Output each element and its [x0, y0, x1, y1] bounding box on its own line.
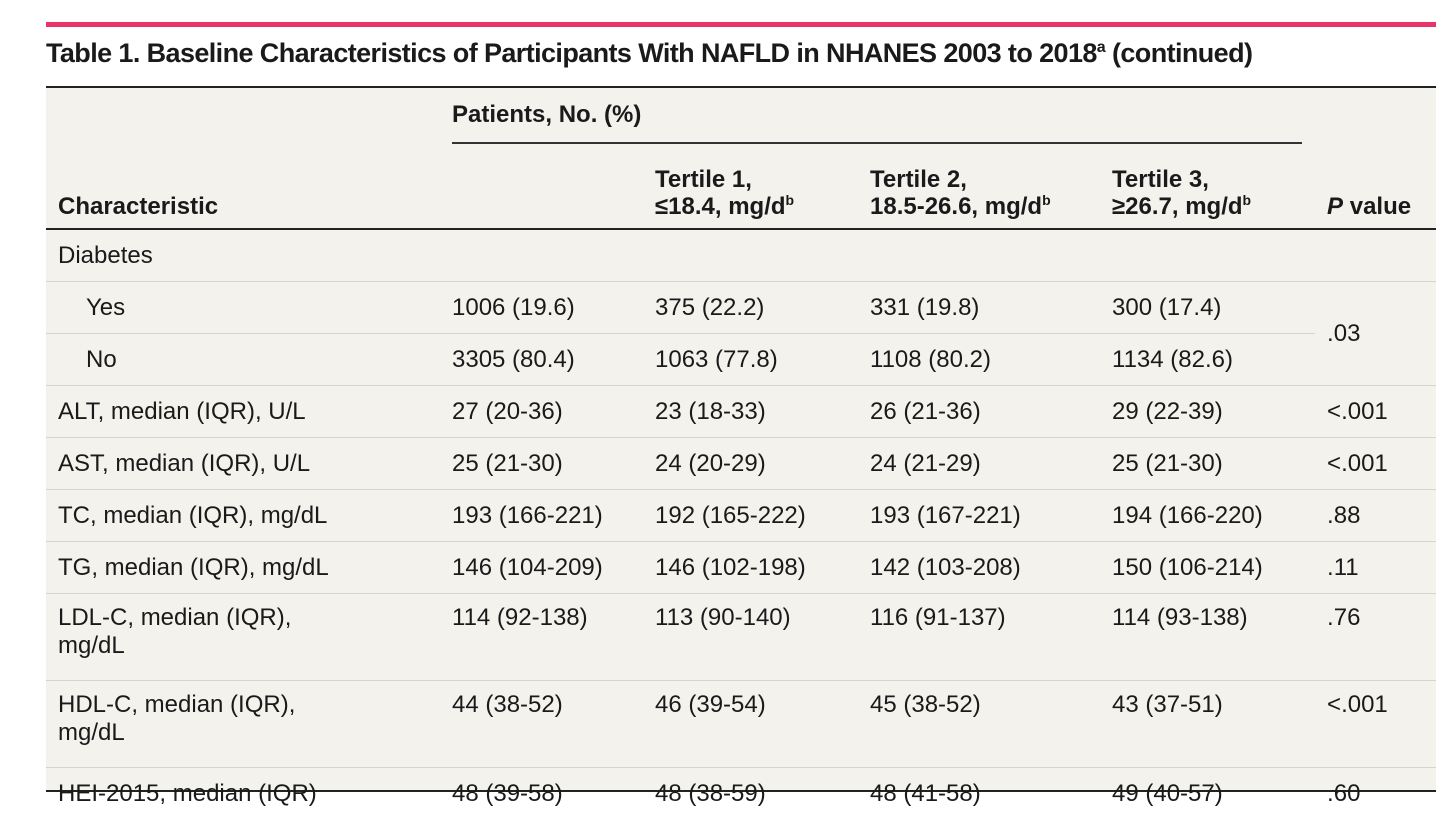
accent-bar	[46, 22, 1436, 27]
pvalue-header: P value	[1315, 142, 1436, 229]
table-row: HEI-2015, median (IQR) 48 (39-58) 48 (38…	[46, 768, 1436, 819]
table-row: Diabetes	[46, 229, 1436, 282]
table-row: ALT, median (IQR), U/L 27 (20-36) 23 (18…	[46, 386, 1436, 438]
table-row: TC, median (IQR), mg/dL 193 (166-221) 19…	[46, 490, 1436, 542]
group-header-rule	[452, 142, 1302, 144]
table-title: Table 1. Baseline Characteristics of Par…	[46, 38, 1436, 69]
baseline-table: Patients, No. (%) Characteristic Tertile…	[46, 88, 1436, 819]
diabetes-pvalue: .03	[1315, 282, 1436, 386]
table-container: Patients, No. (%) Characteristic Tertile…	[46, 86, 1436, 792]
tertile3-header: Tertile 3,≥26.7, mg/db	[1100, 142, 1315, 229]
table-row: TG, median (IQR), mg/dL 146 (104-209) 14…	[46, 542, 1436, 594]
diabetes-label: Diabetes	[46, 229, 440, 282]
table-row: Yes 1006 (19.6) 375 (22.2) 331 (19.8) 30…	[46, 282, 1436, 334]
table-row: LDL-C, median (IQR),mg/dL 114 (92-138) 1…	[46, 594, 1436, 681]
characteristic-header: Characteristic	[46, 142, 440, 229]
total-header	[440, 142, 643, 229]
tertile2-header: Tertile 2,18.5-26.6, mg/db	[858, 142, 1100, 229]
tertile1-header: Tertile 1,≤18.4, mg/db	[643, 142, 858, 229]
table-row: HDL-C, median (IQR),mg/dL 44 (38-52) 46 …	[46, 681, 1436, 768]
table-row: No 3305 (80.4) 1063 (77.8) 1108 (80.2) 1…	[46, 334, 1436, 386]
patients-group-header: Patients, No. (%)	[440, 88, 1315, 142]
table-row: AST, median (IQR), U/L 25 (21-30) 24 (20…	[46, 438, 1436, 490]
header-spacer	[46, 88, 440, 142]
